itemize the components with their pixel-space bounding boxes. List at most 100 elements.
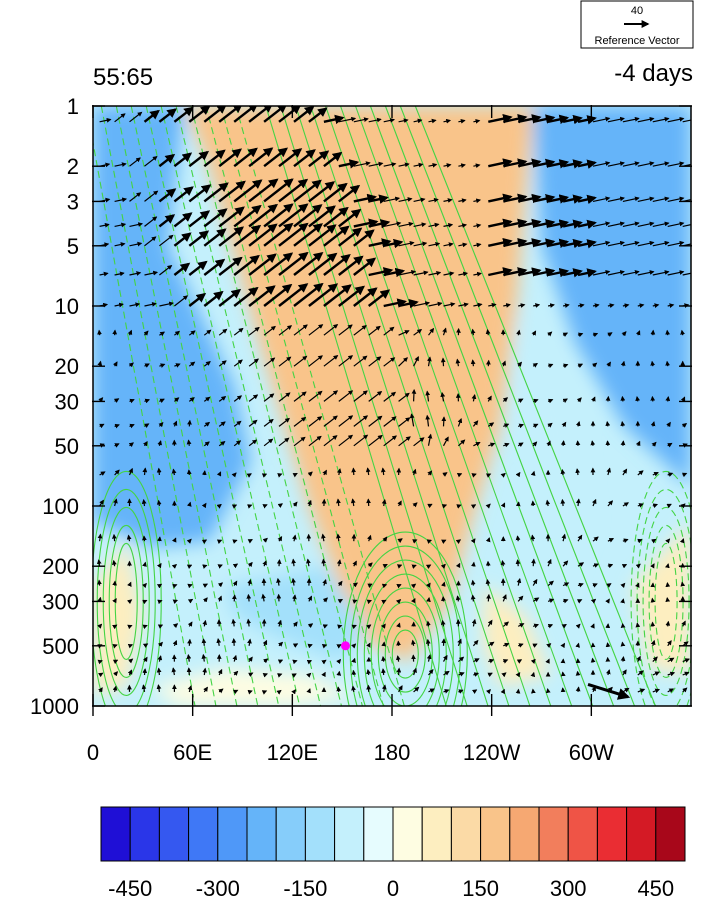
wind-vector (545, 499, 551, 507)
colorbar-box (217, 806, 248, 862)
wind-vector (473, 302, 483, 308)
wind-vector (426, 654, 432, 662)
wind-vector (502, 659, 509, 664)
wind-vector (201, 470, 207, 476)
wind-vector (607, 303, 615, 308)
wind-vector (441, 539, 447, 545)
wind-vector (291, 673, 297, 678)
wind-vector (127, 624, 133, 630)
wind-vector (620, 440, 626, 446)
shaded-region-9 (632, 521, 691, 675)
wind-vector (605, 395, 611, 402)
wind-vector (308, 107, 328, 123)
wind-vector (263, 658, 269, 664)
wind-vector (517, 267, 542, 277)
wind-vector (547, 267, 570, 278)
wind-vector (171, 563, 178, 569)
wind-vector (291, 689, 297, 695)
wind-vector (142, 440, 148, 447)
wind-vector (351, 657, 356, 664)
wind-vector (203, 149, 226, 168)
wind-vector (622, 538, 629, 544)
wind-vector (292, 621, 298, 627)
wind-vector (383, 298, 407, 308)
wind-vector (352, 560, 357, 567)
wind-vector (306, 688, 311, 694)
wind-vector (173, 232, 192, 247)
wind-vector (291, 558, 297, 567)
wind-vector (532, 578, 538, 586)
wind-vector (231, 618, 237, 627)
wind-vector (129, 271, 142, 276)
wind-vector (562, 582, 570, 587)
wind-vector (353, 390, 368, 402)
wind-vector (458, 163, 466, 168)
wind-vector (306, 672, 312, 678)
wind-vector (503, 442, 510, 448)
y-tick-label: 1 (67, 94, 79, 119)
wind-vector (142, 624, 148, 630)
colorbar-box (392, 806, 423, 862)
wind-vector (293, 355, 308, 367)
wind-vector (381, 498, 387, 507)
wind-vector (443, 198, 453, 203)
wind-vector (667, 221, 685, 227)
wind-vector (338, 255, 364, 276)
wind-vector (443, 670, 450, 676)
wind-vector (247, 578, 252, 586)
wind-vector (441, 416, 447, 427)
wind-vector (216, 503, 222, 509)
wind-vector (338, 390, 354, 402)
wind-vector (473, 658, 480, 663)
y-tick-label: 200 (42, 554, 79, 579)
wind-vector (203, 421, 211, 427)
wind-vector (308, 181, 336, 203)
wind-vector (217, 582, 224, 588)
wind-vector (560, 468, 566, 476)
wind-vector (277, 503, 283, 508)
wind-vector (186, 501, 192, 507)
wind-vector (337, 624, 343, 629)
wind-vector (650, 597, 656, 603)
wind-vector (144, 302, 157, 307)
y-tick-label: 3 (67, 189, 79, 214)
wind-vector (188, 397, 195, 402)
wind-vector (233, 359, 243, 367)
wind-vector (114, 162, 127, 167)
wind-vector (322, 624, 328, 629)
wind-vector (368, 391, 383, 402)
wind-vector (353, 415, 369, 427)
wind-vector (201, 539, 208, 545)
wind-vector (351, 685, 356, 692)
wind-vector (338, 355, 354, 367)
contour-line (349, 545, 461, 706)
wind-vector (622, 240, 640, 247)
y-tick-label: 1000 (30, 694, 79, 719)
wind-vector (292, 643, 299, 648)
wind-vector (428, 270, 442, 276)
wind-vector (456, 504, 462, 509)
wind-vector (442, 472, 448, 477)
wind-vector (622, 669, 627, 676)
wind-vector (398, 417, 411, 427)
wind-vector (577, 363, 584, 369)
colorbar-box (509, 806, 540, 862)
wind-vector (530, 671, 536, 678)
wind-vector (263, 393, 275, 402)
colorbar-box (100, 806, 131, 862)
wind-vector (112, 685, 118, 693)
wind-vector (458, 672, 465, 677)
wind-vector (218, 360, 227, 367)
wind-vector (665, 395, 671, 402)
wind-vector (278, 251, 309, 276)
wind-vector (652, 221, 670, 227)
wind-vector (443, 118, 452, 124)
wind-vector (427, 470, 433, 476)
marker-layer (340, 641, 350, 651)
wind-vector (97, 533, 103, 542)
wind-vector (292, 472, 298, 478)
wind-vector (144, 398, 151, 404)
wind-vector (457, 418, 463, 427)
wind-vector (367, 583, 373, 588)
wind-vector (368, 194, 389, 204)
